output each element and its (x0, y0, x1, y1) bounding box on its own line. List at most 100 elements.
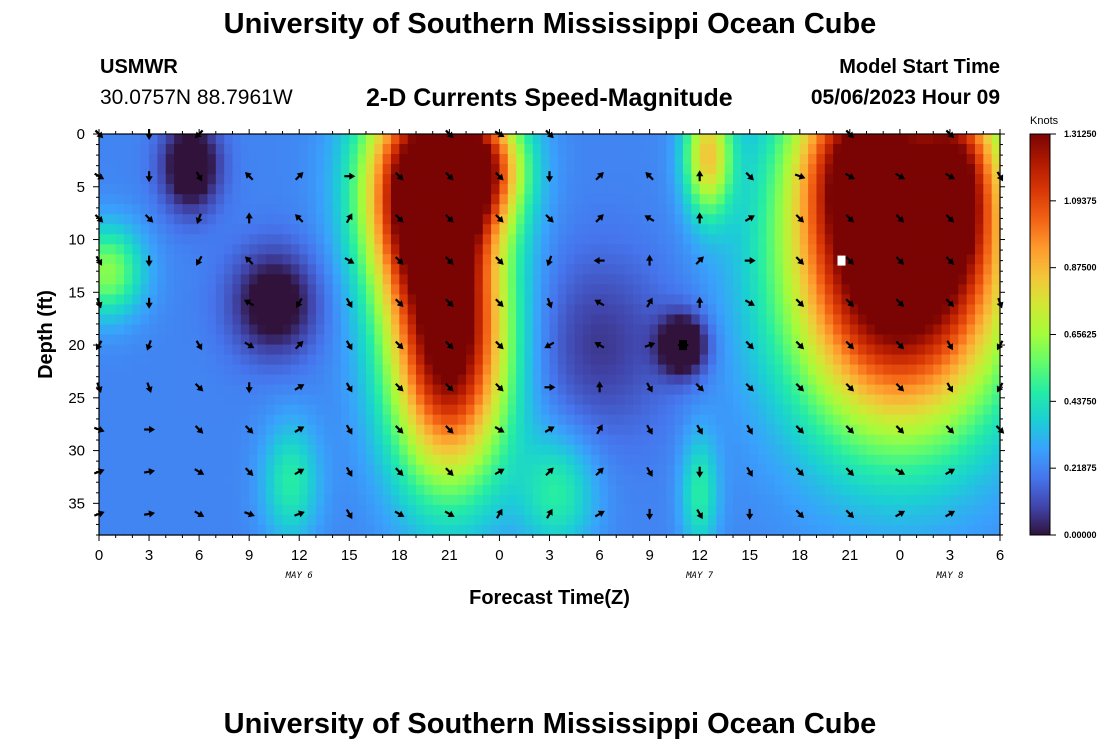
heatmap-cell (482, 374, 492, 386)
heatmap-cell (224, 504, 234, 516)
heatmap-cell (165, 134, 175, 145)
heatmap-cell (382, 264, 392, 275)
heatmap-cell (699, 164, 709, 175)
heatmap-cell (783, 454, 793, 466)
heatmap-cell (449, 184, 459, 195)
heatmap-cell (724, 494, 734, 506)
heatmap-cell (582, 444, 592, 456)
heatmap-cell (899, 134, 909, 145)
heatmap-cell (699, 414, 709, 426)
heatmap-cell (474, 364, 484, 376)
heatmap-cell (824, 184, 834, 195)
heatmap-cell (457, 284, 467, 296)
heatmap-cell (974, 404, 984, 416)
heatmap-cell (224, 284, 234, 296)
heatmap-cell (899, 374, 909, 386)
heatmap-cell (674, 424, 684, 436)
heatmap-cell (224, 454, 234, 466)
heatmap-cell (699, 484, 709, 496)
heatmap-cell (299, 524, 309, 536)
heatmap-cell (399, 354, 409, 366)
heatmap-cell (299, 374, 309, 386)
heatmap-cell (432, 264, 442, 275)
heatmap-cell (190, 254, 200, 265)
heatmap-cell (682, 204, 692, 215)
heatmap-cell (666, 254, 676, 265)
heatmap-cell (591, 394, 601, 406)
current-arrow (695, 256, 704, 265)
heatmap-cell (474, 134, 484, 145)
heatmap-cell (858, 334, 868, 346)
heatmap-cell (624, 484, 634, 496)
heatmap-cell (349, 474, 359, 486)
heatmap-cell (199, 234, 209, 245)
heatmap-cell (482, 274, 492, 285)
heatmap-cell (941, 244, 951, 255)
heatmap-cell (733, 324, 742, 336)
heatmap-cell (382, 314, 392, 326)
heatmap-cell (883, 234, 893, 245)
heatmap-cell (282, 474, 292, 486)
heatmap-cell (708, 234, 717, 245)
heatmap-cell (224, 424, 234, 436)
heatmap-cell (591, 524, 601, 536)
heatmap-cell (524, 504, 534, 516)
heatmap-cell (899, 434, 909, 446)
heatmap-cell (941, 504, 951, 516)
heatmap-cell (649, 374, 659, 386)
heatmap-cell (991, 324, 1001, 336)
heatmap-cell (240, 294, 250, 306)
heatmap-cell (449, 194, 459, 205)
heatmap-cell (274, 474, 284, 486)
heatmap-cell (132, 244, 142, 255)
current-arrow (745, 171, 754, 181)
heatmap-cell (774, 434, 784, 446)
heatmap-cell (758, 384, 767, 396)
heatmap-cell (232, 474, 242, 486)
heatmap-cell (374, 344, 384, 356)
heatmap-cell (416, 214, 425, 225)
heatmap-cell (733, 204, 742, 215)
heatmap-cell (240, 194, 250, 205)
heatmap-cell (708, 344, 717, 356)
heatmap-cell (849, 144, 859, 155)
heatmap-cell (766, 494, 776, 506)
heatmap-cell (382, 154, 392, 165)
heatmap-cell (124, 164, 133, 175)
heatmap-cell (557, 154, 567, 165)
heatmap-cell (140, 354, 150, 366)
heatmap-cell (783, 504, 793, 516)
heatmap-cell (974, 494, 984, 506)
heatmap-cell (657, 134, 667, 145)
heatmap-cell (649, 234, 659, 245)
heatmap-cell (733, 374, 742, 386)
heatmap-cell (749, 384, 759, 396)
heatmap-cell (124, 474, 133, 486)
heatmap-cell (399, 314, 409, 326)
heatmap-cell (507, 274, 517, 285)
heatmap-cell (883, 474, 893, 486)
heatmap-cell (124, 494, 133, 506)
heatmap-cell (307, 134, 317, 145)
heatmap-cell (699, 514, 709, 526)
heatmap-cell (157, 174, 167, 185)
heatmap-cell (641, 194, 651, 205)
heatmap-cell (215, 154, 225, 165)
heatmap-cell (983, 334, 993, 346)
heatmap-cell (407, 504, 417, 516)
heatmap-cell (991, 524, 1001, 536)
heatmap-cell (841, 194, 851, 205)
heatmap-cell (107, 204, 117, 215)
heatmap-cell (924, 454, 934, 466)
heatmap-cell (449, 174, 459, 185)
heatmap-cell (224, 524, 234, 536)
heatmap-cell (190, 374, 200, 386)
heatmap-cell (899, 264, 909, 275)
heatmap-cell (115, 364, 125, 376)
heatmap-cell (207, 184, 217, 195)
heatmap-cell (733, 244, 742, 255)
heatmap-cell (924, 134, 934, 145)
heatmap-cell (324, 524, 334, 536)
heatmap-cell (390, 264, 400, 275)
heatmap-cell (207, 434, 217, 446)
